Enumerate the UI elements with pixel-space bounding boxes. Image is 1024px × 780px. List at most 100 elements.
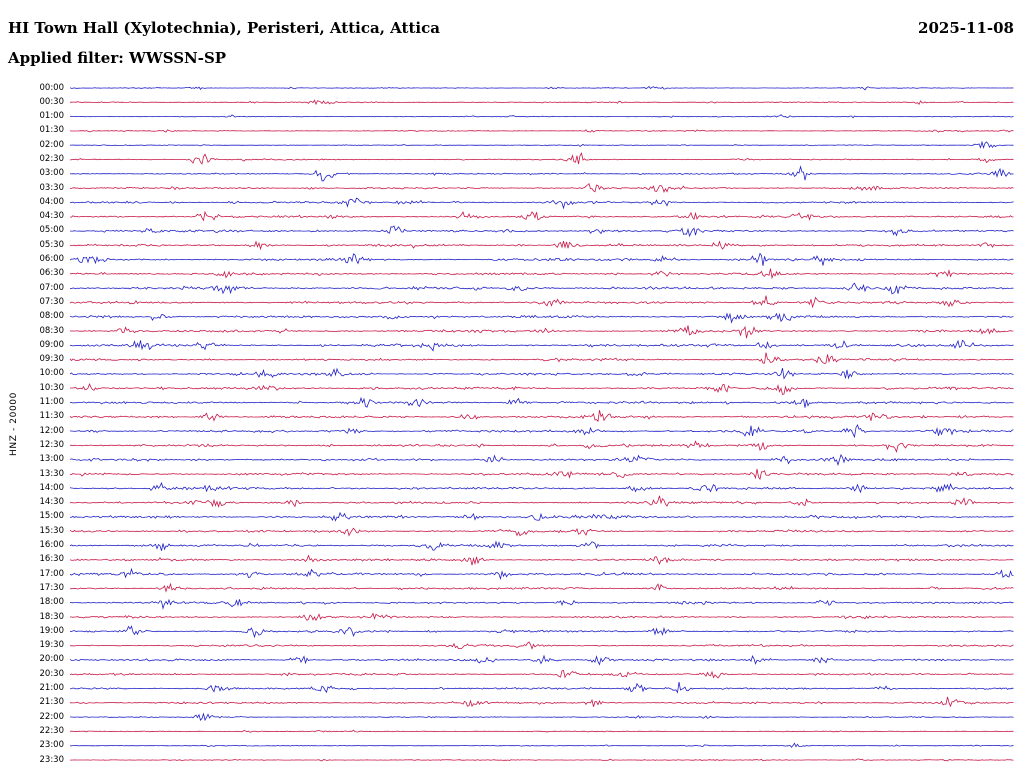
row-time-label: 12:30	[39, 439, 65, 450]
row-time-label: 07:00	[39, 282, 65, 293]
row-time-label: 11:30	[39, 411, 65, 422]
trace-row-20:30	[69, 670, 1014, 679]
trace-row-23:30	[69, 758, 1014, 762]
trace-row-10:00	[69, 367, 1014, 380]
trace-row-13:00	[69, 453, 1014, 467]
trace-row-09:00	[69, 339, 1014, 352]
trace-row-18:00	[69, 598, 1014, 610]
trace-row-14:00	[69, 481, 1014, 494]
row-time-label: 09:30	[39, 354, 65, 365]
row-time-label: 01:30	[39, 125, 65, 136]
trace-row-13:30	[69, 468, 1014, 481]
trace-row-16:30	[69, 554, 1014, 566]
row-time-label: 12:00	[39, 425, 65, 436]
row-time-label: 23:30	[39, 754, 65, 765]
trace-row-17:30	[69, 582, 1014, 593]
trace-row-16:00	[69, 540, 1014, 551]
row-time-label: 09:00	[39, 339, 65, 350]
row-time-label: 13:00	[39, 454, 65, 465]
row-time-label: 15:00	[39, 511, 65, 522]
trace-row-21:30	[70, 696, 1014, 708]
row-time-label: 16:30	[39, 554, 65, 565]
row-time-label: 03:30	[39, 182, 65, 193]
trace-row-15:00	[69, 511, 1014, 522]
row-time-label: 14:30	[39, 497, 65, 508]
row-time-label: 04:30	[39, 211, 65, 222]
trace-row-11:30	[69, 410, 1014, 423]
trace-row-19:30	[69, 641, 1014, 650]
trace-row-15:30	[69, 527, 1014, 537]
row-time-label: 19:00	[39, 625, 65, 636]
trace-row-02:30	[69, 152, 1014, 165]
trace-row-06:00	[69, 252, 1014, 266]
row-time-label: 07:30	[39, 296, 65, 307]
row-time-label: 17:00	[39, 568, 65, 579]
trace-row-08:00	[69, 312, 1014, 324]
row-time-label: 21:00	[39, 683, 65, 693]
trace-row-02:00	[69, 140, 1014, 149]
trace-row-20:00	[69, 654, 1014, 666]
trace-row-22:30	[69, 729, 1014, 733]
row-time-label: 05:00	[39, 225, 65, 236]
row-time-label: 01:00	[39, 111, 65, 122]
row-time-label: 00:00	[39, 82, 65, 93]
row-time-label: 18:30	[39, 611, 65, 622]
trace-row-11:00	[69, 396, 1014, 408]
trace-row-23:00	[69, 742, 1014, 748]
row-time-label: 13:30	[39, 468, 65, 479]
page-title: HI Town Hall (Xylotechnia), Peristeri, A…	[8, 19, 440, 37]
row-time-label: 10:30	[39, 382, 65, 393]
trace-row-10:30	[69, 382, 1014, 396]
applied-filter-label: Applied filter: WWSSN-SP	[8, 49, 227, 67]
row-time-label: 08:00	[39, 311, 65, 322]
trace-row-05:00	[69, 225, 1014, 238]
trace-row-07:00	[69, 282, 1014, 295]
row-time-label: 08:30	[39, 325, 65, 336]
row-time-label: 05:30	[39, 239, 65, 250]
trace-row-22:00	[69, 712, 1014, 722]
trace-row-19:00	[69, 625, 1014, 639]
trace-row-03:30	[69, 182, 1014, 193]
trace-row-17:00	[69, 567, 1014, 581]
trace-row-08:30	[69, 325, 1014, 339]
trace-row-18:30	[69, 612, 1014, 622]
row-time-label: 18:00	[39, 597, 65, 608]
trace-row-12:00	[69, 424, 1014, 439]
row-time-label: 22:30	[39, 725, 65, 736]
trace-row-01:00	[69, 114, 1014, 119]
row-time-label: 17:30	[39, 582, 65, 593]
row-time-label: 00:30	[39, 96, 65, 107]
row-time-label: 14:00	[39, 482, 65, 493]
row-time-label: 04:00	[39, 196, 65, 207]
trace-row-12:30	[69, 440, 1014, 453]
row-time-label: 02:00	[39, 139, 65, 150]
trace-row-21:00	[69, 681, 1014, 694]
row-time-label: 06:30	[39, 268, 65, 279]
trace-row-04:00	[69, 197, 1014, 210]
row-time-label: 23:00	[39, 740, 65, 751]
row-time-label: 20:30	[39, 668, 65, 679]
trace-row-05:30	[69, 240, 1014, 251]
trace-row-00:30	[69, 99, 1014, 106]
row-time-label: 02:30	[39, 153, 65, 164]
row-time-label: 19:30	[39, 640, 65, 651]
trace-row-01:30	[69, 129, 1014, 133]
row-time-label: 11:00	[39, 397, 65, 408]
trace-row-14:30	[69, 495, 1014, 508]
trace-row-00:00	[69, 85, 1014, 91]
row-time-label: 03:00	[39, 168, 65, 179]
row-time-label: 10:00	[39, 368, 65, 379]
trace-row-07:30	[69, 295, 1014, 309]
date-label: 2025-11-08	[918, 19, 1014, 37]
trace-row-04:30	[70, 210, 1014, 222]
trace-row-06:30	[69, 268, 1014, 280]
row-time-label: 20:00	[39, 654, 65, 665]
trace-row-03:00	[69, 165, 1014, 182]
trace-row-09:30	[69, 352, 1014, 365]
row-time-label: 15:30	[39, 525, 65, 536]
row-time-label: 21:30	[39, 697, 65, 708]
row-time-label: 06:00	[39, 254, 65, 265]
row-time-label: 16:00	[39, 540, 65, 551]
